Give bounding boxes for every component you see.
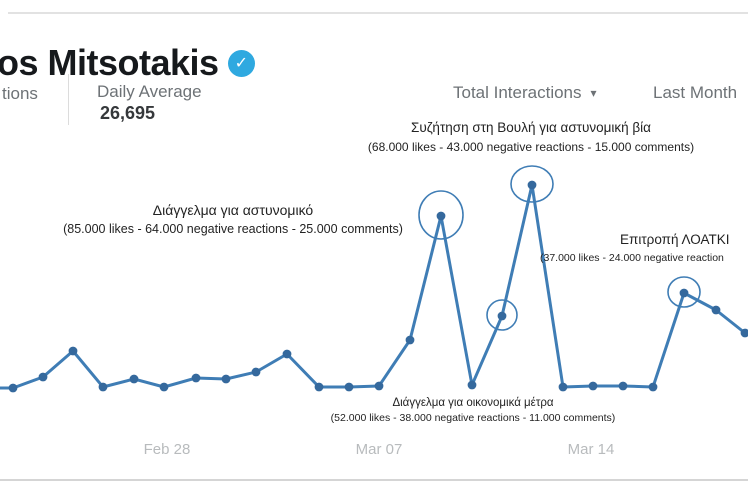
annotation-title: Συζήτηση στη Βουλή για αστυνομική βία [411,120,651,135]
chevron-down-icon: ▾ [590,86,597,100]
chart-data-point [558,382,568,392]
annotation-title: Διάγγελμα για αστυνομικό [152,202,314,218]
chart-data-point [648,382,658,392]
chart-data-point [711,305,721,315]
stat-divider [68,74,69,125]
x-axis-tick-mar07: Mar 07 [355,441,403,458]
chart-data-point [251,367,261,377]
chart-data-point [740,328,748,338]
date-range-dropdown[interactable]: Last Month [653,83,737,103]
annotation-stats: (52.000 likes - 38.000 negative reaction… [330,412,616,424]
card-top-border [8,12,748,14]
chart-data-point [497,311,507,321]
chart-annotation-loatki-title: Επιτροπή ΛΟΑΤΚΙ [620,232,730,247]
chart-data-point [282,349,292,359]
chart-data-point [344,382,354,392]
chart-data-point [679,288,689,298]
chart-data-point [588,381,598,391]
interactions-stat-label-fragment: tions [2,84,38,103]
chart-data-point [314,382,324,392]
highlight-circle [510,165,554,203]
annotation-stats: (85.000 likes - 64.000 negative reaction… [63,222,403,236]
chart-data-point [98,382,108,392]
daily-average-label: Daily Average [97,82,202,101]
annotation-stats: (68.000 likes - 43.000 negative reaction… [367,140,695,154]
page-title: os Mitsotakis ✓ [0,42,255,84]
verified-badge-icon: ✓ [227,49,255,77]
chart-data-point [527,180,537,190]
annotation-title: Διάγγελμα για οικονομικά μέτρα [392,397,554,409]
chart-data-point [374,381,384,391]
chart-data-point [129,374,139,384]
highlight-circle [486,299,518,331]
chart-annotation-loatki-stats: (37.000 likes - 24.000 negative reaction [540,252,724,264]
chart-data-point [159,382,169,392]
chart-data-point [618,381,628,391]
chart-data-point [191,373,201,383]
chart-annotation-parliament-debate: Συζήτηση στη Βουλή για αστυνομική βία (6… [368,117,694,157]
metric-dropdown-label: Total Interactions [453,83,582,102]
metric-dropdown[interactable]: Total Interactions ▾ [453,83,597,103]
x-axis-tick-feb28: Feb 28 [143,441,191,458]
chart-data-point [8,383,18,393]
page-title-text: os Mitsotakis [0,42,219,84]
highlight-circle [418,190,464,240]
chart-data-point [467,380,477,390]
chart-data-point [405,335,415,345]
chart-data-point [221,374,231,384]
chart-annotation-economic-measures: Διάγγελμα για οικονομικά μέτρα (52.000 l… [331,395,616,426]
date-range-dropdown-label: Last Month [653,83,738,102]
highlight-circle [667,276,701,308]
daily-average-value: 26,695 [100,103,156,123]
chart-data-point [38,372,48,382]
chart-annotation-police-address: Διάγγελμα για αστυνομικό (85.000 likes -… [63,200,403,239]
chart-data-point [436,211,446,221]
card-bottom-border [0,479,748,481]
x-axis-tick-mar14: Mar 14 [567,441,615,458]
chart-data-point [68,346,78,356]
